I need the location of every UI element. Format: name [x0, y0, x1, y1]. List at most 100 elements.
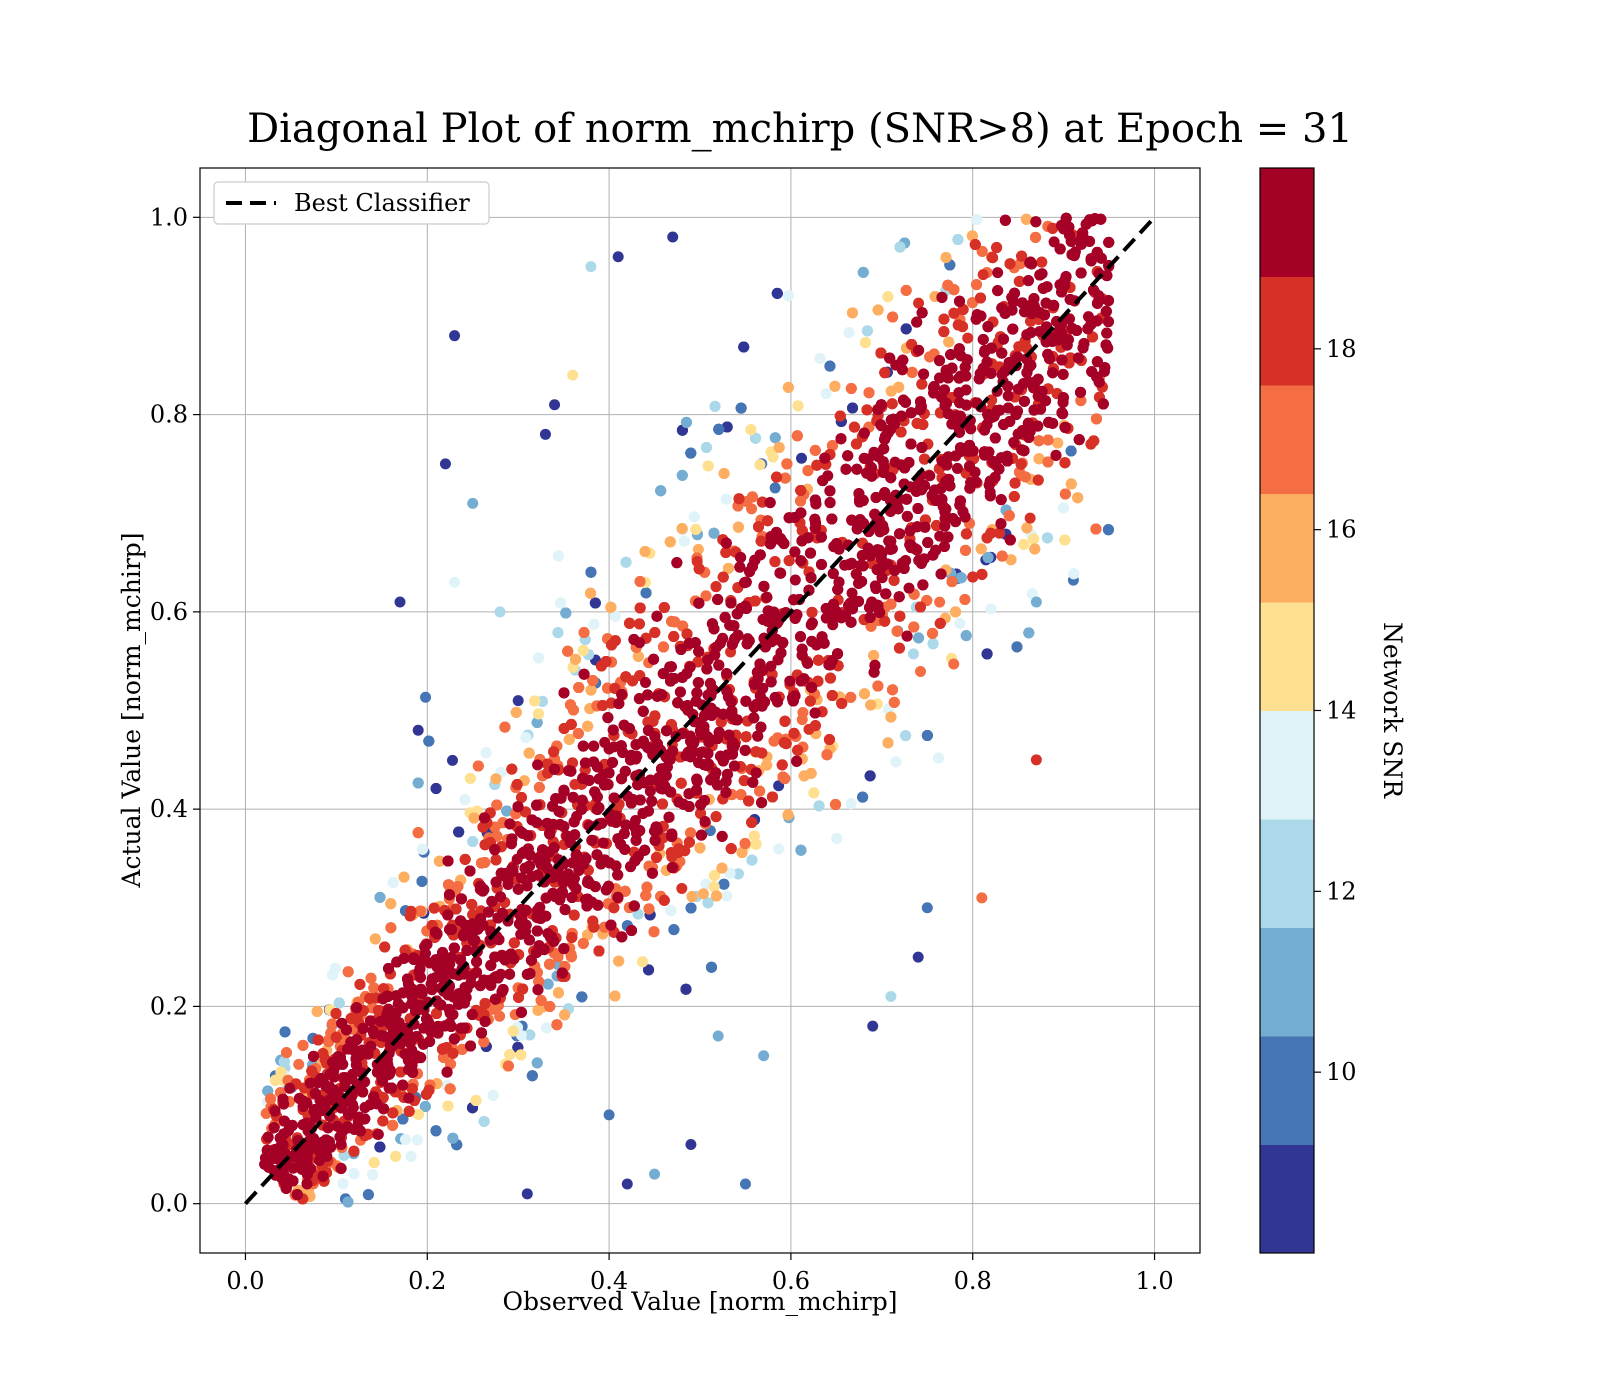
scatter-point	[1005, 554, 1017, 566]
scatter-point	[444, 1083, 456, 1095]
scatter-point	[721, 890, 733, 902]
scatter-point	[649, 626, 661, 638]
scatter-point	[414, 905, 426, 917]
scatter-point	[769, 482, 781, 494]
scatter-point	[697, 888, 709, 900]
scatter-point	[564, 699, 576, 711]
scatter-point	[531, 716, 543, 728]
scatter-point	[602, 712, 614, 724]
scatter-point	[532, 984, 544, 996]
scatter-point	[441, 1066, 453, 1078]
scatter-point	[1059, 534, 1071, 546]
scatter-point	[917, 579, 929, 591]
scatter-point	[446, 754, 458, 766]
scatter-point	[1026, 588, 1038, 600]
scatter-point	[750, 838, 762, 850]
scatter-point	[1065, 445, 1077, 457]
scatter-point	[573, 682, 585, 694]
scatter-point	[490, 773, 502, 785]
scatter-point	[750, 746, 762, 758]
scatter-point	[337, 1178, 349, 1190]
scatter-point	[1030, 231, 1042, 243]
scatter-point	[718, 468, 730, 480]
scatter-point	[773, 843, 785, 855]
scatter-point	[443, 889, 455, 901]
scatter-point	[412, 777, 424, 789]
scatter-point	[568, 909, 580, 921]
scatter-point	[782, 381, 794, 393]
scatter-point	[560, 607, 572, 619]
scatter-point	[333, 997, 345, 1009]
scatter-point	[791, 430, 803, 442]
scatter-point	[782, 290, 794, 302]
scatter-point	[981, 532, 993, 544]
scatter-point	[692, 543, 704, 555]
scatter-point	[952, 319, 964, 331]
scatter-point	[648, 926, 660, 938]
scatter-point	[831, 832, 843, 844]
scatter-point	[887, 684, 899, 696]
scatter-point	[643, 964, 655, 976]
scatter-point	[565, 951, 577, 963]
scatter-point	[490, 854, 502, 866]
scatter-point	[908, 621, 920, 633]
scatter-point	[520, 732, 532, 744]
scatter-point	[882, 291, 894, 303]
scatter-point	[872, 680, 884, 692]
scatter-point	[936, 493, 948, 505]
scatter-point	[412, 827, 424, 839]
scatter-point	[694, 842, 706, 854]
scatter-point	[630, 834, 642, 846]
scatter-point	[613, 955, 625, 967]
scatter-point	[938, 313, 950, 325]
scatter-point	[934, 596, 946, 608]
scatter-point	[400, 1134, 412, 1146]
scatter-point	[326, 1018, 338, 1030]
scatter-point	[797, 707, 809, 719]
scatter-point	[926, 490, 938, 502]
scatter-point	[1103, 236, 1115, 248]
scatter-point	[656, 798, 668, 810]
scatter-point	[761, 759, 773, 771]
scatter-point	[842, 450, 854, 462]
scatter-point	[552, 627, 564, 639]
scatter-point	[905, 438, 917, 450]
scatter-point	[668, 924, 680, 936]
scatter-point	[569, 653, 581, 665]
scatter-point	[845, 382, 857, 394]
scatter-point	[709, 400, 721, 412]
scatter-point	[954, 618, 966, 630]
scatter-point	[826, 513, 838, 525]
scatter-point	[1011, 641, 1023, 653]
scatter-point	[541, 862, 553, 874]
scatter-point	[627, 675, 639, 687]
scatter-point	[368, 982, 380, 994]
scatter-point	[932, 752, 944, 764]
scatter-point	[893, 642, 905, 654]
scatter-point	[585, 587, 597, 599]
scatter-point	[796, 452, 808, 464]
scatter-point	[681, 628, 693, 640]
scatter-point	[710, 581, 722, 593]
scatter-point	[771, 287, 783, 299]
scatter-point	[738, 341, 750, 353]
scatter-point	[779, 715, 791, 727]
scatter-point	[754, 459, 766, 471]
scatter-point	[977, 269, 989, 281]
scatter-point	[820, 388, 832, 400]
scatter-point	[826, 689, 838, 701]
scatter-point	[416, 843, 428, 855]
scatter-point	[606, 639, 618, 651]
scatter-point	[468, 812, 480, 824]
scatter-point	[464, 772, 476, 784]
scatter-point	[773, 442, 785, 454]
scatter-point	[753, 521, 765, 533]
scatter-point	[262, 1131, 274, 1143]
scatter-point	[478, 1115, 490, 1127]
scatter-point	[602, 778, 614, 790]
scatter-point	[589, 597, 601, 609]
scatter-point	[675, 777, 687, 789]
scatter-point	[558, 943, 570, 955]
scatter-point	[1042, 456, 1054, 468]
scatter-point	[743, 795, 755, 807]
